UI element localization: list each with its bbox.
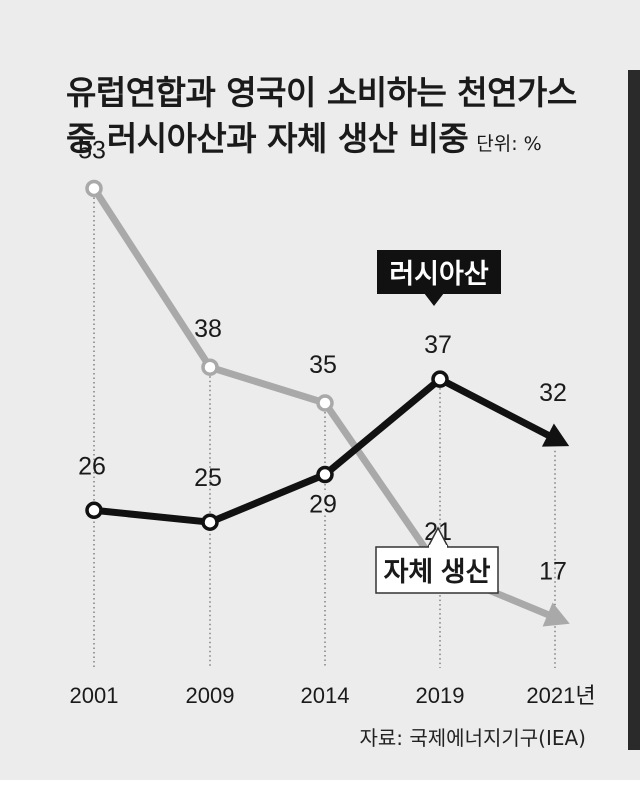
russia-callout-box [377,250,501,294]
russia-point-2001 [85,501,103,520]
domestic-callout-box [375,546,499,594]
domestic-point-2014 [316,394,334,412]
russia-point-2019 [431,370,449,388]
chart-title-line-2: 중 러시아산과 자체 생산 비중 단위: % [66,116,626,167]
russia-value-label-2019: 37 [424,331,452,359]
x-tick-label-1: 2009 [186,683,235,708]
russia-value-label-2021년: 32 [539,379,567,407]
domestic-callout-label: 자체 생산 [384,557,491,587]
source-note: 자료: 국제에너지기구(IEA) [359,726,586,750]
domestic-value-label-2021년: 17 [539,558,567,586]
russia-value-label-2001: 26 [78,452,106,480]
domestic-point-2009 [201,358,219,376]
x-tick-label-0: 2001 [70,683,119,708]
domestic-value-label-2014: 35 [309,351,337,379]
russia-value-label-2009: 25 [194,464,222,492]
x-tick-label-3: 2019 [416,683,465,708]
domestic-callout-joint [429,545,447,549]
russia-value-label-2014: 29 [309,491,337,519]
unit-label: 단위: % [476,133,542,155]
domestic-value-label-2001: 53 [78,136,106,164]
chart-title: 유럽연합과 영국이 소비하는 천연가스 중 러시아산과 자체 생산 비중 단위: … [66,70,626,167]
russia-series-arrowhead [541,423,570,447]
domestic-value-label-2009: 38 [194,315,222,343]
domestic-series-arrowhead [542,602,570,627]
x-tick-label-4: 2021년 [526,683,595,708]
chart-title-line-1: 유럽연합과 영국이 소비하는 천연가스 [66,73,577,112]
russia-point-2014 [316,465,334,484]
russia-point-2009 [201,513,219,531]
bottom-margin [0,780,640,794]
russia-callout-pointer [424,293,444,306]
x-tick-label-2: 2014 [301,683,350,708]
decorative-strip [628,70,640,750]
russia-callout-label: 러시아산 [389,259,489,289]
chart-title-line-2-text: 중 러시아산과 자체 생산 비중 [66,119,469,158]
domestic-point-2001 [85,179,103,198]
